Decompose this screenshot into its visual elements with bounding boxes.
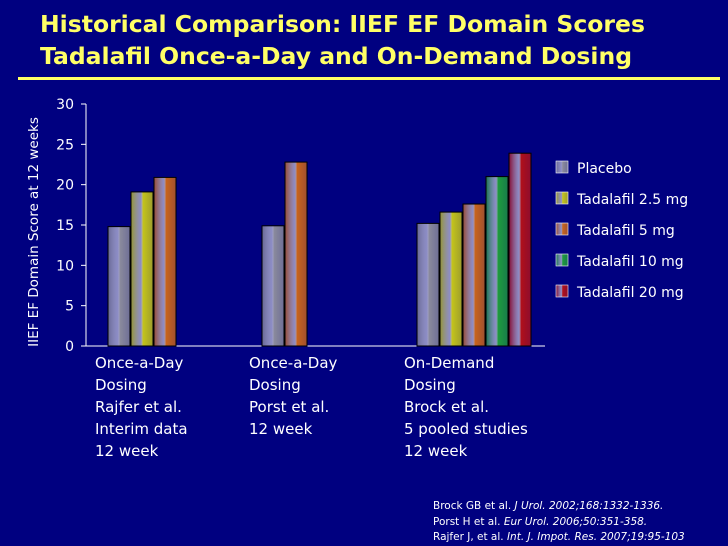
legend-label-tadalafil-5-mg: Tadalafil 5 mg <box>576 223 675 239</box>
bar-tadalafil-5-mg-group-2 <box>284 161 308 347</box>
legend-label-tadalafil-10-mg: Tadalafil 10 mg <box>576 254 684 270</box>
slide-title: Historical Comparison: IIEF EF Domain Sc… <box>40 8 720 72</box>
study-label-line: Once-a-Day <box>95 354 184 372</box>
legend: Placebo Tadalafil 2.5 mg Tadalafil 5 mg Tad… <box>555 160 688 301</box>
y-tick-label: 10 <box>56 258 74 274</box>
bar-tadalafil-2-5-mg-group-1 <box>130 191 154 347</box>
reference-3: Rajfer J, et al. Int. J. Impot. Res. 200… <box>433 530 685 546</box>
bar-placebo-group-3 <box>416 222 440 347</box>
y-tick-label: 20 <box>56 178 74 194</box>
legend-swatch-placebo <box>555 160 569 174</box>
reference-authors: Porst H et al. <box>433 515 504 528</box>
study-label-line: Dosing <box>249 376 301 394</box>
bar-tadalafil-10-mg-group-3 <box>485 176 509 347</box>
reference-2: Porst H et al. Eur Urol. 2006;50:351-358… <box>433 515 685 531</box>
legend-swatch-tadalafil-5-mg <box>555 222 569 236</box>
y-axis-label: IIEF EF Domain Score at 12 weeks <box>26 117 42 347</box>
legend-label-tadalafil-20-mg: Tadalafil 20 mg <box>576 285 684 301</box>
title-line-1: Historical Comparison: IIEF EF Domain Sc… <box>40 10 645 38</box>
legend-label-tadalafil-2-5-mg: Tadalafil 2.5 mg <box>576 192 688 208</box>
y-tick-label: 5 <box>65 299 74 315</box>
bars <box>107 152 532 347</box>
legend-label-placebo: Placebo <box>577 161 632 177</box>
reference-1: Brock GB et al. J Urol. 2002;168:1332-13… <box>433 499 685 515</box>
y-tick-label: 0 <box>65 339 74 355</box>
reference-authors: Rajfer J, et al. <box>433 531 507 543</box>
study-label-3: On-Demand Dosing Brock et al. 5 pooled stud… <box>404 352 528 462</box>
title-line-2: Tadalafil Once-a-Day and On-Demand Dosin… <box>40 42 633 70</box>
reference-authors: Brock GB et al. <box>433 500 515 512</box>
study-label-line: 5 pooled studies <box>404 420 528 438</box>
study-label-1: Once-a-Day Dosing Rajfer et al. Interim dat… <box>95 352 188 462</box>
y-tick-label: 30 <box>56 97 74 113</box>
y-tick-label: 25 <box>56 137 74 153</box>
study-label-line: Rajfer et al. <box>95 398 182 416</box>
study-label-2: Once-a-Day Dosing Porst et al. 12 week <box>249 352 337 440</box>
study-label-line: Once-a-Day <box>249 354 338 372</box>
references: Brock GB et al. J Urol. 2002;168:1332-13… <box>433 499 685 546</box>
legend-swatch-tadalafil-2-5-mg <box>555 191 569 205</box>
study-label-line: 12 week <box>404 442 468 460</box>
reference-citation: Eur Urol. 2006;50:351-358. <box>503 515 648 528</box>
study-label-line: 12 week <box>95 442 159 460</box>
reference-citation: Int. J. Impot. Res. 2007;19:95-103 <box>506 531 685 543</box>
bar-tadalafil-5-mg-group-1 <box>153 176 177 347</box>
bar-tadalafil-20-mg-group-3 <box>508 152 532 347</box>
study-label-line: Interim data <box>95 420 188 438</box>
legend-swatch-tadalafil-20-mg <box>555 284 569 298</box>
reference-citation: J Urol. 2002;168:1332-1336. <box>514 500 664 512</box>
bar-tadalafil-5-mg-group-3 <box>462 203 486 347</box>
bar-placebo-group-1 <box>107 226 131 347</box>
study-label-line: Dosing <box>95 376 147 394</box>
study-label-line: 12 week <box>249 420 313 438</box>
study-label-line: On-Demand <box>404 354 495 372</box>
study-label-line: Brock et al. <box>404 398 490 416</box>
legend-swatch-tadalafil-10-mg <box>555 253 569 267</box>
study-label-line: Porst et al. <box>249 398 330 416</box>
bar-tadalafil-2-5-mg-group-3 <box>439 211 463 347</box>
y-axis: 0 5 10 15 20 25 30 <box>56 97 545 355</box>
title-divider <box>18 77 720 80</box>
study-label-line: Dosing <box>404 376 456 394</box>
bar-placebo-group-2 <box>261 225 285 347</box>
y-tick-label: 15 <box>56 218 74 234</box>
